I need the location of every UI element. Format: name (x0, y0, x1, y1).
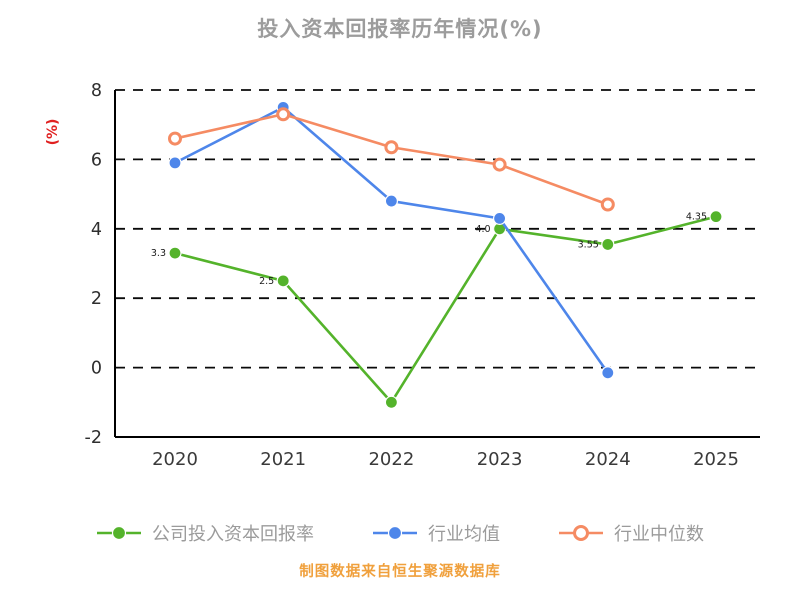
series-point (709, 210, 723, 224)
legend-item-industry-median[interactable]: 行业中位数 (558, 520, 704, 546)
series-point (276, 107, 291, 122)
legend-label-company-roic: 公司投入资本回报率 (152, 524, 314, 545)
y-tick-label: 6 (91, 150, 102, 170)
y-tick-label: -2 (85, 428, 102, 448)
point-label: 2.5 (259, 276, 274, 287)
series-point (168, 246, 182, 260)
y-tick-label: 4 (91, 220, 102, 240)
series-point (276, 274, 290, 288)
legend-marker-industry-median-icon (559, 525, 603, 541)
series-point (601, 237, 615, 252)
legend-marker-company-roic-icon (97, 525, 141, 541)
x-tick-label: 2023 (477, 449, 523, 470)
x-tick-label: 2022 (368, 449, 414, 470)
legend-label-industry-mean: 行业均值 (428, 524, 500, 545)
series-point (168, 131, 182, 146)
x-tick-label: 2024 (585, 449, 631, 470)
series-point (601, 366, 615, 380)
series-line-0 (173, 215, 718, 404)
x-tick-label: 2025 (693, 449, 739, 470)
plot-area: -2 0 2 4 6 8 (%) 2020 2021 2022 2023 2024 2025 3.3 2.5… (45, 81, 760, 470)
legend-item-company-roic[interactable]: 公司投入资本回报率 (96, 520, 314, 546)
y-tick-label: 0 (91, 359, 102, 379)
point-label: 4.0 (475, 224, 490, 235)
y-tick-label: 2 (91, 289, 102, 309)
series-point (492, 157, 507, 172)
series-point (384, 194, 398, 208)
series-point (168, 156, 182, 170)
y-tick-label: 8 (91, 81, 102, 101)
legend-item-industry-mean[interactable]: 行业均值 (372, 520, 500, 546)
point-label: 3.3 (151, 248, 166, 259)
legend: 公司投入资本回报率 行业均值 行业中位数 (0, 518, 800, 548)
point-label: 3.55 (578, 239, 599, 250)
legend-marker-industry-mean-icon (373, 525, 417, 541)
series-point (600, 197, 615, 212)
y-axis-title: (%) (45, 119, 61, 146)
series-point (384, 140, 399, 155)
series-point (384, 395, 398, 409)
data-source-caption: 制图数据来自恒生聚源数据库 (299, 564, 501, 580)
series-point (493, 211, 507, 225)
x-tick-label: 2020 (152, 449, 198, 470)
point-label: 4.35 (686, 212, 707, 223)
legend-label-industry-median: 行业中位数 (614, 524, 704, 545)
x-tick-label: 2021 (260, 449, 306, 470)
chart-title: 投入资本回报率历年情况(%) (257, 17, 543, 41)
